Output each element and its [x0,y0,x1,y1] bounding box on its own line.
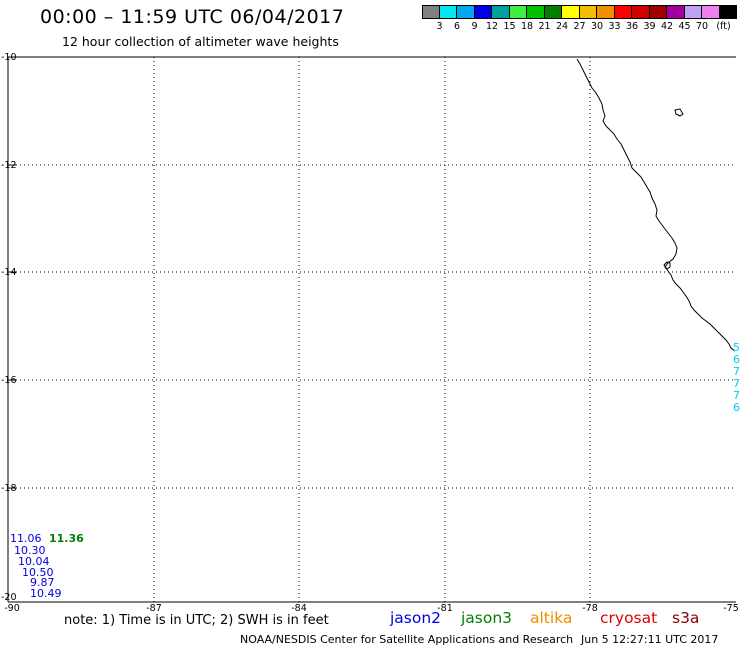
color-swatch [562,5,580,19]
color-scale-label: 45 [678,21,691,32]
color-scale-label: 9 [471,21,478,32]
lon-label-81: -81 [437,603,453,614]
jason3-observation: 11.36 [49,532,84,545]
lat-label-20: -20 [1,592,17,603]
color-scale-label: 3 [436,21,443,32]
color-scale-labels: 3 6 9 12 15 18 21 24 27 30 33 36 39 42 45 70 (ft) [422,21,740,33]
color-scale-label: 21 [538,21,551,32]
color-scale-label: 24 [555,21,569,32]
color-swatch [422,5,440,19]
color-swatch [439,5,457,19]
color-swatch [492,5,510,19]
color-swatch [702,5,720,19]
color-scale-label: 15 [503,21,516,32]
color-scale-label: (ft) [716,21,731,32]
color-swatch [544,5,562,19]
color-scale-label: 36 [625,21,639,32]
color-scale-label: 39 [643,21,656,32]
peru-coastline-inlet [663,261,671,270]
color-scale-label: 70 [695,21,709,32]
legend-s3a: s3a [672,609,700,627]
legend-jason3: jason3 [461,609,513,627]
legend-altika: altika [530,609,573,627]
color-scale-label: 27 [573,21,586,32]
color-scale-label: 6 [453,21,461,32]
lat-gridlines [8,164,736,489]
lon-label-78: -78 [582,603,598,614]
color-swatch [527,5,545,19]
lon-label-84: -84 [291,603,307,614]
edge-track-observation: 5 [733,341,740,354]
units-note: note: 1) Time is in UTC; 2) SWH is in fe… [64,613,329,628]
color-swatch [614,5,632,19]
edge-track-observation: 6 [733,353,740,366]
credit-line: NOAA/NESDIS Center for Satellite Applica… [240,633,574,646]
peru-coastline [576,58,736,352]
color-swatch [632,5,650,19]
lat-label-14: -14 [1,267,17,278]
color-swatch [474,5,492,19]
map-subtitle: 12 hour collection of altimeter wave hei… [62,34,339,49]
lon-label-75: -75 [723,603,739,614]
edge-track-observation: 7 [733,389,740,402]
wave-height-color-scale [422,5,737,19]
color-swatch [667,5,685,19]
legend-cryosat: cryosat [600,609,658,627]
map-frame [7,56,736,603]
color-scale-label: 42 [660,21,674,32]
lon-gridlines [153,57,591,602]
jason2-observation: 11.06 [10,532,42,545]
edge-track-observation: 6 [733,401,740,414]
color-swatch [457,5,475,19]
color-swatch [649,5,667,19]
color-swatch [684,5,702,19]
lon-label-90: -90 [4,603,20,614]
lat-label-12: -12 [1,160,17,171]
legend-jason2: jason2 [390,609,442,627]
color-scale-label: 18 [520,21,534,32]
jason2-observation: 10.30 [14,544,46,557]
lat-label-10: -10 [1,52,17,63]
lon-label-87: -87 [146,603,162,614]
jason2-observation: 9.87 [30,576,55,589]
lat-label-16: -16 [1,375,17,386]
color-swatch [579,5,597,19]
island-outline [674,108,684,117]
color-scale-label: 12 [485,21,499,32]
map-title: 00:00 – 11:59 UTC 06/04/2017 [40,6,345,28]
color-swatch [509,5,527,19]
edge-track-observation: 7 [733,365,740,378]
lat-ticks [8,164,16,489]
color-scale-label: 30 [590,21,604,32]
edge-track-observation: 7 [733,377,740,390]
color-scale-label: 33 [608,21,621,32]
jason2-observation: 10.49 [30,587,62,600]
color-swatch [719,5,737,19]
generation-timestamp: Jun 5 12:27:11 UTC 2017 [581,633,719,646]
color-swatch [597,5,615,19]
lat-label-18: -18 [1,483,17,494]
jason2-observation: 10.04 [18,555,50,568]
jason2-observation: 10.50 [22,566,54,579]
